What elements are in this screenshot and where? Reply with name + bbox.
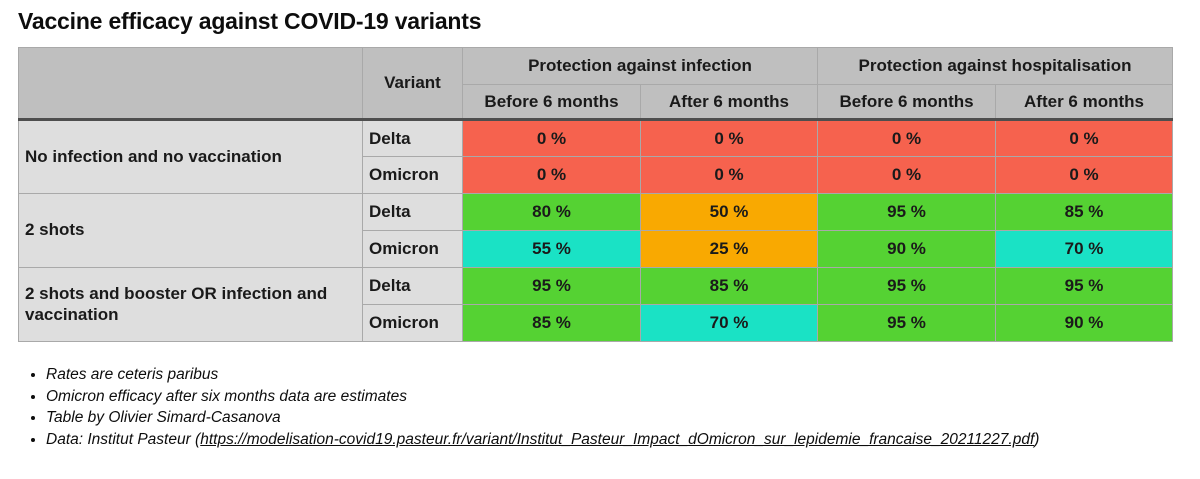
value-cell: 85 %: [995, 193, 1174, 231]
footnote-author: Table by Olivier Simard-Casanova: [46, 407, 1200, 429]
footnote-data-source: Data: Institut Pasteur (https://modelisa…: [46, 429, 1200, 451]
table-row: Omicron 0 % 0 % 0 % 0 %: [19, 156, 1174, 194]
value-cell: 70 %: [639, 304, 819, 342]
page-title: Vaccine efficacy against COVID-19 varian…: [18, 8, 482, 34]
value-cell: 90 %: [995, 304, 1174, 342]
table-row: 2 shots and booster OR infection and vac…: [18, 267, 1174, 342]
header-group-row: Variant Protection against infection Pro…: [18, 47, 1174, 120]
variant-cell: Omicron: [362, 156, 463, 194]
table-row: Omicron 85 % 70 % 95 % 90 %: [19, 304, 1174, 342]
value-cell: 50 %: [639, 193, 819, 231]
value-cell: 25 %: [639, 230, 819, 268]
group-header-infection: Protection against infection: [461, 47, 819, 85]
corner-cell: [18, 47, 363, 120]
data-source-suffix: ): [1034, 430, 1040, 448]
value-cell: 0 %: [462, 118, 641, 157]
value-cell: 0 %: [817, 118, 997, 157]
row-group-label-no-vaccination: No infection and no vaccination: [18, 118, 363, 194]
value-cell: 0 %: [817, 156, 997, 194]
value-cell: 0 %: [639, 156, 819, 194]
header-sub-row: Before 6 months After 6 months Before 6 …: [19, 84, 1174, 120]
value-cell: 95 %: [817, 193, 997, 231]
footnote-ceteris-paribus: Rates are ceteris paribus: [46, 364, 1200, 386]
value-cell: 0 %: [462, 156, 641, 194]
value-cell: 0 %: [995, 118, 1174, 157]
row-group-label-2-shots: 2 shots: [18, 193, 363, 268]
row-group-label-booster: 2 shots and booster OR infection and vac…: [18, 267, 363, 342]
value-cell: 0 %: [995, 156, 1174, 194]
table-row: 2 shots Delta 80 % 50 % 95 % 85 %: [18, 193, 1174, 268]
subheader-hospitalisation-after: After 6 months: [995, 84, 1174, 120]
variant-cell: Omicron: [362, 230, 463, 268]
variant-cell: Delta: [362, 193, 463, 231]
group-header-hospitalisation: Protection against hospitalisation: [817, 47, 1174, 85]
value-cell: 0 %: [639, 118, 819, 157]
table-row: Omicron 55 % 25 % 90 % 70 %: [19, 230, 1174, 268]
value-cell: 95 %: [462, 267, 641, 305]
vaccine-efficacy-table: Variant Protection against infection Pro…: [18, 47, 1174, 342]
value-cell: 85 %: [462, 304, 641, 342]
value-cell: 95 %: [995, 267, 1174, 305]
value-cell: 90 %: [817, 230, 997, 268]
value-cell: 95 %: [817, 267, 997, 305]
footnote-omicron-estimates: Omicron efficacy after six months data a…: [46, 386, 1200, 408]
value-cell: 80 %: [462, 193, 641, 231]
variant-cell: Delta: [362, 267, 463, 305]
variant-cell: Delta: [362, 118, 463, 157]
value-cell: 55 %: [462, 230, 641, 268]
value-cell: 70 %: [995, 230, 1174, 268]
table-row: No infection and no vaccination Delta 0 …: [18, 118, 1174, 194]
page: Vaccine efficacy against COVID-19 varian…: [0, 0, 1200, 450]
data-source-prefix: Data: Institut Pasteur (: [46, 430, 201, 448]
variant-column-header: Variant: [362, 47, 463, 120]
variant-cell: Omicron: [362, 304, 463, 342]
subheader-infection-before: Before 6 months: [462, 84, 641, 120]
value-cell: 95 %: [817, 304, 997, 342]
footnotes-list: Rates are ceteris paribus Omicron effica…: [18, 364, 1200, 450]
data-source-link[interactable]: https://modelisation-covid19.pasteur.fr/…: [200, 430, 1035, 448]
subheader-hospitalisation-before: Before 6 months: [817, 84, 997, 120]
value-cell: 85 %: [639, 267, 819, 305]
subheader-infection-after: After 6 months: [639, 84, 819, 120]
